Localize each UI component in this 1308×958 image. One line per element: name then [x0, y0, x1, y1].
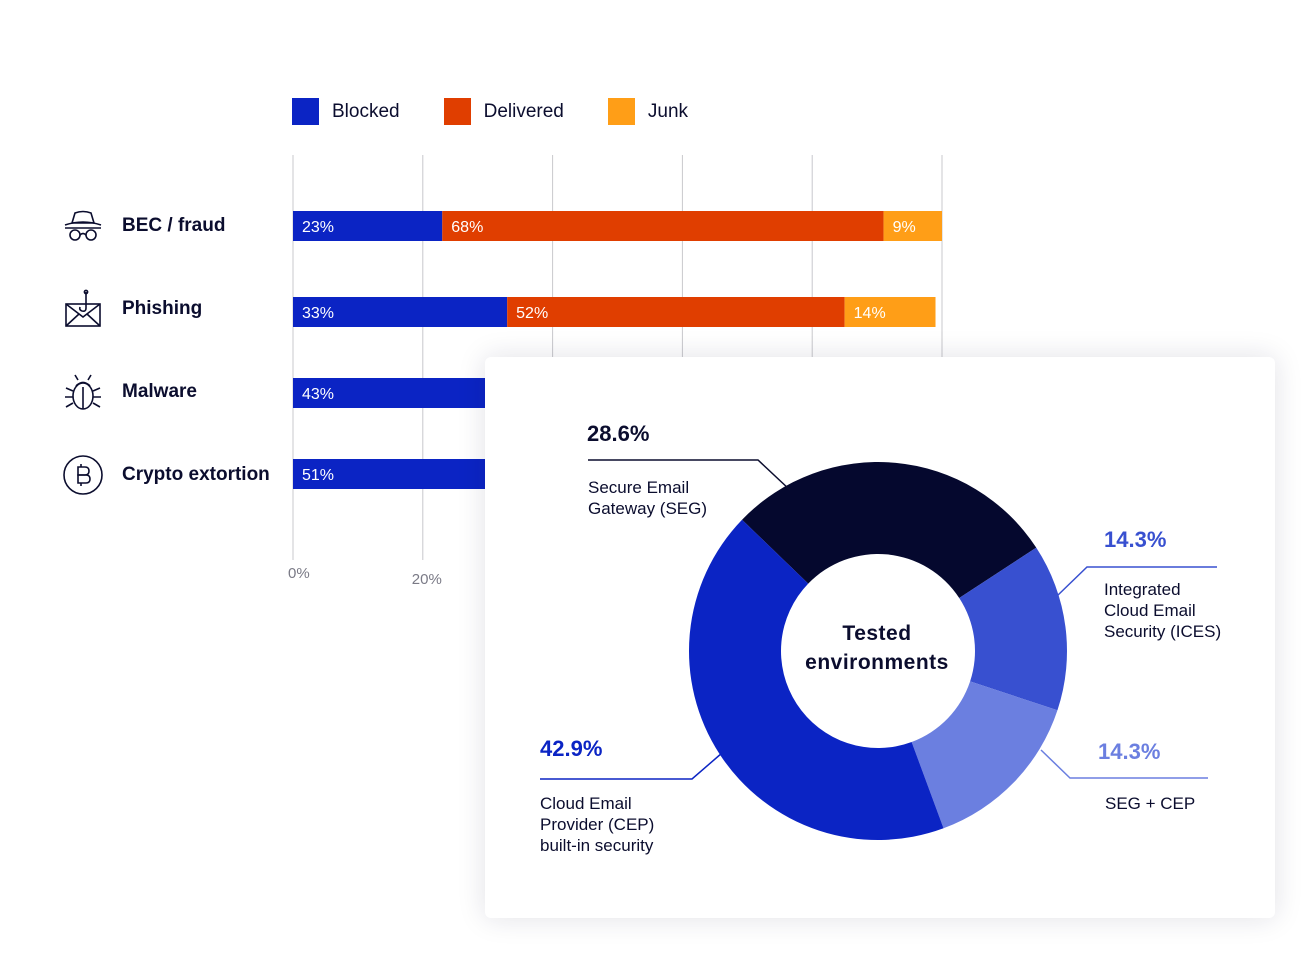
donut-desc-cep-line2: Provider (CEP) — [540, 815, 654, 834]
donut-slice-seg-cep — [911, 681, 1058, 829]
legend-item-blocked: Blocked — [292, 98, 400, 125]
x-tick-20: 20% — [412, 571, 442, 588]
donut-slice-ices — [959, 547, 1067, 711]
bar-label-blocked-0: 23% — [302, 219, 334, 236]
donut-desc-cep-line1: Cloud Email — [540, 794, 632, 813]
donut-slice-cep — [689, 519, 944, 840]
chart-legend: Blocked Delivered Junk — [292, 98, 732, 125]
donut-desc-seg-cep: SEG + CEP — [1105, 794, 1195, 813]
donut-center-label-line2: environments — [805, 651, 949, 674]
donut-slices — [689, 462, 1067, 840]
bar-delivered-1 — [507, 297, 845, 327]
bar-blocked-0 — [293, 211, 443, 241]
leader-line-cep — [540, 752, 723, 780]
legend-label-junk: Junk — [647, 100, 689, 122]
row-text-bec: BEC / fraud — [122, 215, 226, 236]
bar-junk-1 — [844, 297, 936, 327]
bar-junk-0 — [883, 211, 942, 241]
legend-item-delivered: Delivered — [443, 98, 564, 125]
bar-label-blocked-3: 51% — [302, 467, 334, 484]
row-text-crypto: Crypto extortion — [122, 464, 270, 485]
donut-center-label-line1: Tested — [842, 622, 911, 645]
donut-desc-seg-line2: Gateway (SEG) — [588, 499, 707, 518]
donut-slice-seg — [742, 462, 1037, 598]
bug-icon — [62, 371, 104, 413]
spy-hat-glasses-icon — [62, 205, 104, 247]
legend-swatch-blocked — [292, 98, 319, 125]
bar-blocked-1 — [293, 297, 508, 327]
donut-pct-seg-cep: 14.3% — [1098, 739, 1160, 764]
donut-chart: Tested environments 28.6% Secure Email G… — [540, 421, 1221, 855]
donut-desc-ices-line2: Cloud Email — [1104, 601, 1196, 620]
bitcoin-icon — [62, 454, 104, 496]
legend-swatch-delivered — [443, 98, 471, 125]
donut-pct-seg: 28.6% — [587, 421, 649, 446]
bar-label-blocked-1: 33% — [302, 305, 334, 322]
bar-label-junk-1: 14% — [854, 305, 886, 322]
row-text-malware: Malware — [122, 381, 197, 402]
leader-line-seg — [588, 459, 791, 491]
bar-segments: 23% 68% 9% 33% 52% 14% 43% 51% — [293, 211, 942, 489]
donut-desc-seg-line1: Secure Email — [588, 478, 689, 497]
tested-environments-card: Tested environments 28.6% Secure Email G… — [485, 357, 1275, 918]
row-label-crypto: Crypto extortion — [62, 453, 270, 497]
legend-label-delivered: Delivered — [483, 100, 564, 122]
bar-label-delivered-0: 68% — [451, 219, 483, 236]
row-text-phishing: Phishing — [122, 298, 203, 319]
donut-pct-ices: 14.3% — [1104, 527, 1166, 552]
donut-desc-ices-line3: Security (ICES) — [1104, 622, 1221, 641]
donut-desc-ices-line1: Integrated — [1104, 580, 1181, 599]
legend-item-junk: Junk — [607, 98, 689, 125]
donut-desc-cep-line3: built-in security — [540, 836, 654, 855]
leader-line-ices — [1056, 566, 1217, 597]
envelope-hook-icon — [62, 288, 104, 330]
x-tick-0: 0% — [288, 565, 310, 582]
bar-delivered-0 — [442, 211, 884, 241]
row-label-malware: Malware — [62, 370, 197, 414]
donut-leader-lines — [540, 459, 1217, 780]
legend-swatch-junk — [607, 98, 635, 125]
bar-label-blocked-2: 43% — [302, 386, 334, 403]
row-label-bec: BEC / fraud — [62, 204, 225, 248]
row-label-phishing: Phishing — [62, 287, 202, 331]
donut-pct-cep: 42.9% — [540, 736, 602, 761]
bar-label-junk-0: 9% — [893, 219, 916, 236]
bar-x-ticks: 0% 20% — [288, 565, 442, 588]
bar-label-delivered-1: 52% — [516, 305, 548, 322]
leader-line-seg-cep — [1040, 749, 1208, 779]
legend-label-blocked: Blocked — [332, 100, 400, 122]
